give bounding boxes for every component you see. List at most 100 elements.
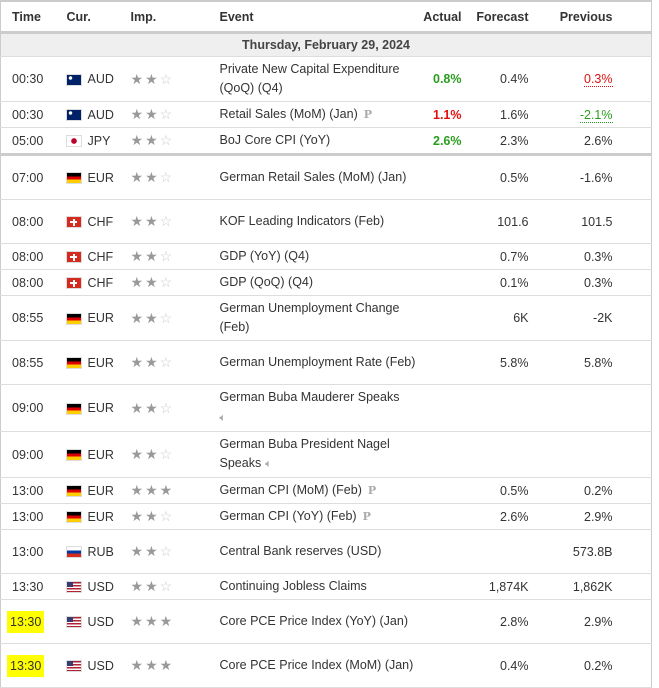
currency: AUD — [87, 72, 114, 86]
currency: CHF — [87, 214, 114, 229]
event-row[interactable]: 13:00 EUR ★ ★ ★ German CPI (MoM) (Feb) P 0.… — [0, 477, 652, 504]
forecast-value: 0.4% — [500, 658, 529, 673]
star-empty-icon: ☆ — [159, 169, 173, 185]
event-name-link[interactable]: GDP (YoY) (Q4) — [219, 249, 310, 263]
currency: CHF — [87, 249, 114, 264]
previous-value: 0.2% — [584, 483, 613, 498]
star-filled-icon: ★ — [145, 446, 158, 462]
currency: JPY — [87, 133, 111, 148]
forecast-value: 0.4% — [500, 72, 529, 86]
event-name-link[interactable]: Central Bank reserves (USD) — [219, 544, 382, 558]
previous-value: 0.3% — [584, 275, 613, 290]
australia-flag-icon — [66, 110, 81, 121]
event-time: 13:00 — [12, 483, 44, 498]
col-previous[interactable]: Previous — [528, 1, 613, 34]
col-time[interactable]: Time — [0, 1, 67, 34]
event-time: 13:00 — [12, 509, 44, 524]
event-name-link[interactable]: Core PCE Price Index (MoM) (Jan) — [219, 658, 414, 672]
currency: USD — [87, 579, 114, 594]
previous-value: -1.6% — [579, 170, 613, 185]
event-row[interactable]: 13:30 USD ★ ★ ★ Core PCE Price Index (MoM)… — [0, 643, 652, 688]
importance-stars: ★ ★ ★ — [130, 477, 220, 504]
importance-stars: ★ ★ ☆ — [130, 340, 220, 385]
star-filled-icon: ★ — [145, 132, 158, 148]
col-currency[interactable]: Cur. — [66, 1, 131, 34]
star-filled-icon: ★ — [145, 399, 158, 416]
star-filled-icon: ★ — [130, 543, 144, 559]
event-name-link[interactable]: German Buba President Nagel Speaks — [219, 437, 390, 470]
importance-stars: ★ ★ ☆ — [130, 295, 220, 341]
event-row[interactable]: 00:30 AUD ★ ★ ☆ Private New Capital Expend… — [0, 56, 652, 102]
usa-flag-icon — [66, 617, 81, 628]
event-row[interactable]: 08:00 CHF ★ ★ ☆ GDP (YoY) (Q4) 0.7% 0.3% — [0, 243, 652, 270]
event-name-link[interactable]: German Retail Sales (MoM) (Jan) — [219, 170, 407, 184]
actual-value: 1.1% — [433, 107, 462, 122]
event-row[interactable]: 13:00 EUR ★ ★ ☆ German CPI (YoY) (Feb) P 2.… — [0, 503, 652, 530]
actual-value: 0.8% — [433, 72, 462, 86]
event-row[interactable]: 09:00 EUR ★ ★ ☆ German Buba Mauderer Speak… — [0, 384, 652, 432]
previous-value: 5.8% — [584, 355, 613, 370]
event-name-link[interactable]: Private New Capital Expenditure (QoQ) (Q… — [219, 62, 400, 95]
event-time: 00:30 — [12, 107, 44, 122]
event-row[interactable]: 09:00 EUR ★ ★ ☆ German Buba President Nage… — [0, 431, 652, 478]
speaker-icon: 🔈︎ — [219, 412, 227, 424]
event-name-link[interactable]: German Unemployment Change (Feb) — [219, 301, 400, 334]
event-row[interactable]: 08:55 EUR ★ ★ ☆ German Unemployment Change… — [0, 295, 652, 341]
event-name-link[interactable]: Continuing Jobless Claims — [219, 579, 367, 593]
event-time: 05:00 — [12, 133, 44, 148]
col-importance[interactable]: Imp. — [130, 1, 220, 34]
event-name-link[interactable]: German CPI (YoY) (Feb) — [219, 509, 357, 523]
forecast-value: 2.3% — [500, 133, 529, 148]
col-actual[interactable]: Actual — [417, 1, 462, 34]
star-empty-icon: ☆ — [159, 446, 173, 462]
forecast-value: 0.5% — [500, 483, 529, 498]
event-row[interactable]: 13:30 USD ★ ★ ★ Core PCE Price Index (YoY)… — [0, 599, 652, 644]
star-filled-icon: ★ — [145, 274, 158, 290]
preliminary-icon: P — [367, 484, 377, 497]
event-name-link[interactable]: Retail Sales (MoM) (Jan) — [219, 107, 358, 121]
event-name-link[interactable]: German Unemployment Rate (Feb) — [219, 355, 416, 369]
star-filled-icon: ★ — [145, 508, 158, 524]
star-empty-icon: ☆ — [159, 274, 173, 290]
star-filled-icon: ★ — [145, 578, 158, 594]
event-row[interactable]: 08:00 CHF ★ ★ ☆ KOF Leading Indicators (Fe… — [0, 199, 652, 244]
star-filled-icon: ★ — [130, 213, 144, 229]
event-row[interactable]: 07:00 EUR ★ ★ ☆ German Retail Sales (MoM) … — [0, 154, 652, 200]
event-row[interactable]: 13:30 USD ★ ★ ☆ Continuing Jobless Claims … — [0, 573, 652, 600]
event-row[interactable]: 13:00 RUB ★ ★ ☆ Central Bank reserves (USD… — [0, 529, 652, 574]
previous-value: 0.3% — [584, 249, 613, 264]
event-name-link[interactable]: BoJ Core CPI (YoY) — [219, 133, 331, 147]
star-empty-icon: ☆ — [159, 578, 173, 594]
star-filled-icon: ★ — [130, 169, 144, 185]
event-name-link[interactable]: KOF Leading Indicators (Feb) — [219, 214, 385, 228]
event-row[interactable]: 08:55 EUR ★ ★ ☆ German Unemployment Rate (… — [0, 340, 652, 385]
importance-stars: ★ ★ ☆ — [130, 573, 220, 600]
event-row[interactable]: 08:00 CHF ★ ★ ☆ GDP (QoQ) (Q4) 0.1% 0.3% — [0, 269, 652, 296]
star-filled-icon: ★ — [130, 399, 144, 416]
star-filled-icon: ★ — [145, 70, 158, 87]
star-filled-icon: ★ — [145, 543, 158, 559]
event-name-link[interactable]: Core PCE Price Index (YoY) (Jan) — [219, 614, 409, 628]
event-name-link[interactable]: German CPI (MoM) (Feb) — [219, 483, 362, 497]
forecast-value: 6K — [513, 311, 529, 325]
event-row[interactable]: 00:30 AUD ★ ★ ☆ Retail Sales (MoM) (Jan) P … — [0, 101, 652, 128]
usa-flag-icon — [66, 582, 81, 593]
event-time: 08:00 — [12, 275, 44, 290]
event-name-link[interactable]: GDP (QoQ) (Q4) — [219, 275, 314, 289]
event-time: 08:55 — [12, 355, 44, 370]
col-forecast[interactable]: Forecast — [461, 1, 529, 34]
currency: USD — [87, 614, 114, 629]
importance-stars: ★ ★ ☆ — [130, 199, 220, 244]
star-filled-icon: ★ — [159, 613, 173, 629]
forecast-value: 0.7% — [500, 249, 529, 264]
star-filled-icon: ★ — [130, 132, 144, 148]
event-row[interactable]: 05:00 JPY ★ ★ ☆ BoJ Core CPI (YoY) 2.6% 2.… — [0, 127, 652, 156]
australia-flag-icon — [66, 74, 81, 85]
star-empty-icon: ☆ — [159, 132, 173, 148]
germany-flag-icon — [66, 486, 81, 497]
event-name-link[interactable]: German Buba Mauderer Speaks — [219, 390, 400, 404]
col-event[interactable]: Event — [219, 1, 418, 34]
currency: EUR — [87, 483, 114, 498]
star-filled-icon: ★ — [145, 213, 158, 229]
germany-flag-icon — [66, 403, 81, 414]
